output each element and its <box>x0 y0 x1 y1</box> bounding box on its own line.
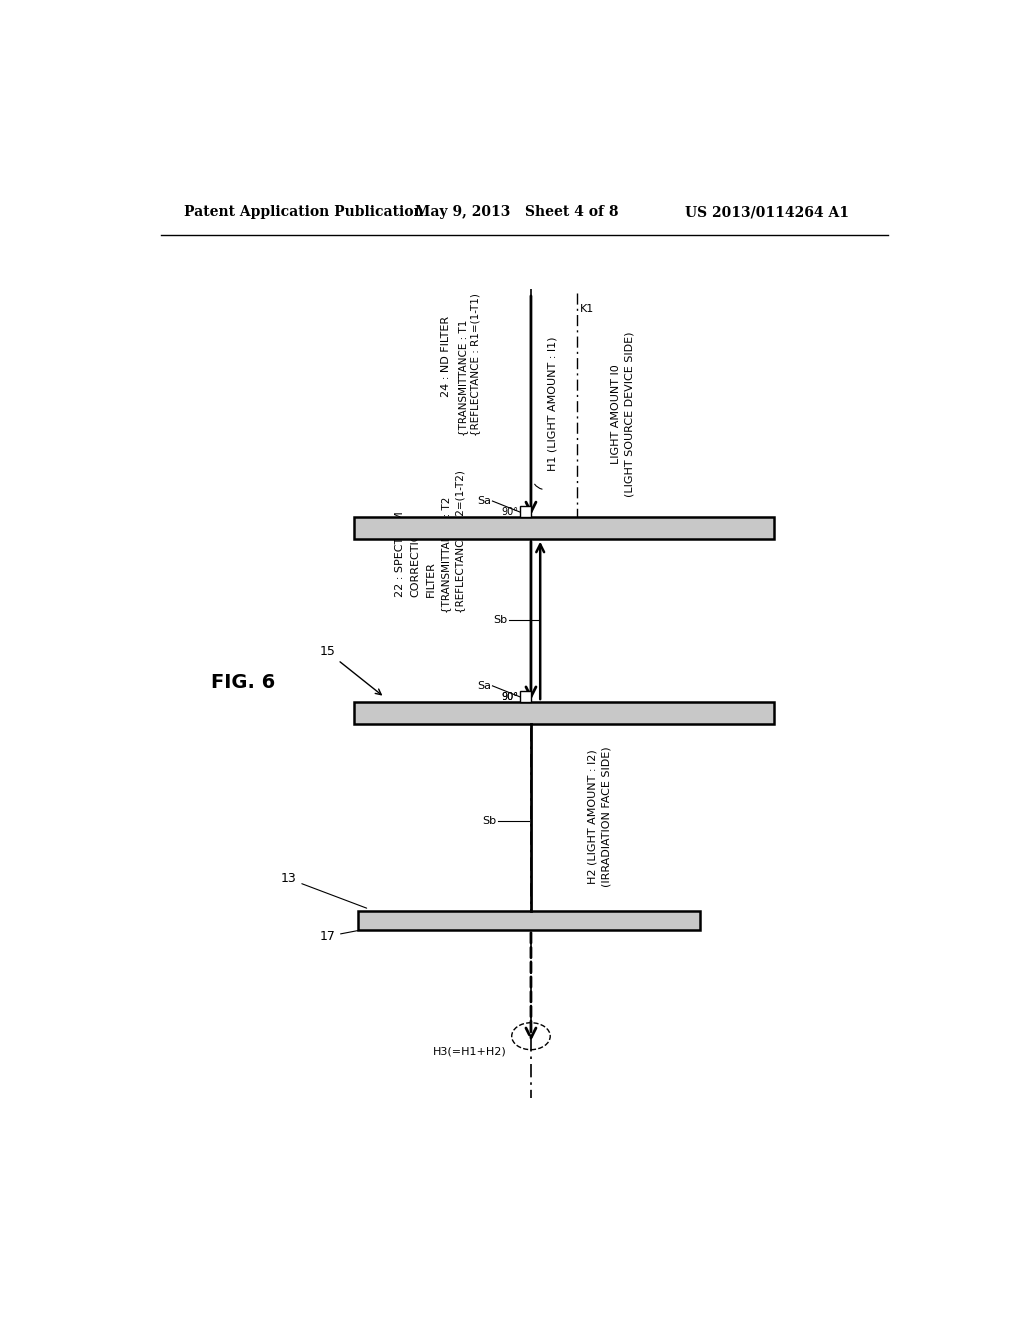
Text: Sb: Sb <box>494 615 508 626</box>
Text: Sb: Sb <box>482 816 497 825</box>
Text: (LIGHT SOURCE DEVICE SIDE): (LIGHT SOURCE DEVICE SIDE) <box>625 331 635 496</box>
Text: 90°: 90° <box>502 692 518 702</box>
Text: 22 : SPECTRUM: 22 : SPECTRUM <box>395 512 406 598</box>
Bar <box>354 517 773 539</box>
Text: CORRECTION: CORRECTION <box>411 524 421 598</box>
Text: Sa: Sa <box>477 496 490 506</box>
Text: {TRANSMITTANCE : T2: {TRANSMITTANCE : T2 <box>441 496 452 612</box>
Text: 17: 17 <box>319 929 367 942</box>
Text: LIGHT AMOUNT I0: LIGHT AMOUNT I0 <box>610 364 621 463</box>
Text: {REFLECTANCE : R1=(1-T1): {REFLECTANCE : R1=(1-T1) <box>470 293 480 436</box>
Text: 24 : ND FILTER: 24 : ND FILTER <box>441 315 452 397</box>
Text: US 2013/0114264 A1: US 2013/0114264 A1 <box>685 206 849 219</box>
Text: {REFLECTANCE : R2=(1-T2): {REFLECTANCE : R2=(1-T2) <box>455 470 465 612</box>
Text: May 9, 2013   Sheet 4 of 8: May 9, 2013 Sheet 4 of 8 <box>416 206 618 219</box>
Text: H2 (LIGHT AMOUNT : I2): H2 (LIGHT AMOUNT : I2) <box>588 750 598 884</box>
Text: K1: K1 <box>580 304 594 314</box>
Bar <box>520 507 531 517</box>
Text: {TRANSMITTANCE : T1: {TRANSMITTANCE : T1 <box>458 319 468 436</box>
Text: 15: 15 <box>319 645 381 694</box>
Text: 13: 13 <box>281 873 367 908</box>
Text: 90°: 90° <box>502 692 518 702</box>
Text: H1 (LIGHT AMOUNT : I1): H1 (LIGHT AMOUNT : I1) <box>548 337 557 470</box>
Text: 90°: 90° <box>502 507 518 517</box>
Text: FILTER: FILTER <box>426 561 436 598</box>
Text: Sa: Sa <box>477 681 490 690</box>
Text: Patent Application Publication: Patent Application Publication <box>184 206 424 219</box>
Bar <box>357 911 700 929</box>
Text: (IRRADIATION FACE SIDE): (IRRADIATION FACE SIDE) <box>601 746 611 887</box>
Bar <box>520 692 531 702</box>
Text: H3(=H1+H2): H3(=H1+H2) <box>432 1047 506 1056</box>
Bar <box>354 702 773 723</box>
Text: FIG. 6: FIG. 6 <box>211 672 275 692</box>
